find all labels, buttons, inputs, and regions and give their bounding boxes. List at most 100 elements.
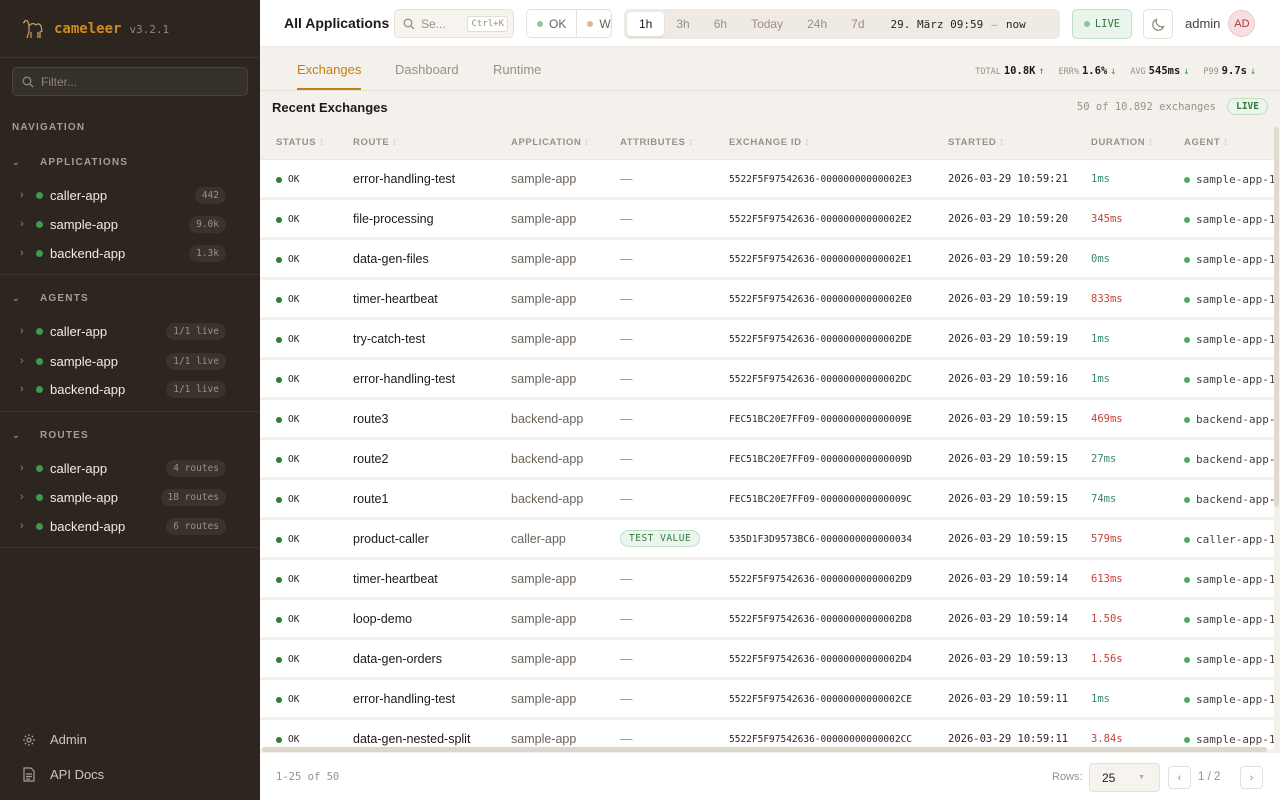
agent-cell[interactable]: caller-app-1 [1184,533,1274,546]
sidebar-filter-input[interactable]: Filter... [12,67,248,96]
exchange-id-cell[interactable]: FEC51BC20E7FF09-000000000000009D [729,454,913,465]
table-row[interactable]: OK loop-demo sample-app — 5522F5F97542636-00… [260,600,1274,640]
user-menu[interactable]: admin AD [1185,10,1256,37]
table-row[interactable]: OK error-handling-test sample-app — 5522F5F9… [260,360,1274,400]
exchange-id-cell[interactable]: 5522F5F97542636-00000000000002E3 [729,174,913,185]
agent-cell[interactable]: sample-app-1 [1184,213,1274,226]
route-cell[interactable]: route3 [353,412,389,426]
tab-exchanges[interactable]: Exchanges [297,62,362,90]
time-preset-24h[interactable]: 24h [807,17,828,31]
table-row[interactable]: OK error-handling-test sample-app — 5522F5F9… [260,160,1274,200]
agent-cell[interactable]: sample-app-1 [1184,613,1274,626]
sort-icon[interactable]: ↕ [688,137,694,148]
column-header-application[interactable]: APPLICATION ↕ [511,137,590,148]
agent-cell[interactable]: sample-app-1 [1184,293,1274,306]
sidebar-item-sample-app[interactable]: › sample-app 1/1 live [20,349,226,373]
sort-icon[interactable]: ↕ [584,137,590,148]
exchange-id-cell[interactable]: 5522F5F97542636-00000000000002CC [729,734,913,745]
sidebar-item-backend-app[interactable]: › backend-app 6 routes [20,514,226,538]
sidebar-section-agents[interactable]: ⌄ AGENTS [12,293,89,304]
column-header-started[interactable]: STARTED ↕ [948,137,1005,148]
sidebar-section-routes[interactable]: ⌄ ROUTES [12,430,89,441]
agent-cell[interactable]: sample-app-1 [1184,693,1274,706]
exchange-id-cell[interactable]: 535D1F3D9573BC6-0000000000000034 [729,534,913,545]
sort-icon[interactable]: ↕ [1223,137,1229,148]
agent-cell[interactable]: sample-app-1 [1184,253,1274,266]
route-cell[interactable]: product-caller [353,532,429,546]
column-header-attributes[interactable]: ATTRIBUTES ↕ [620,137,694,148]
sidebar-api-docs-link[interactable]: API Docs [22,767,104,782]
agent-cell[interactable]: backend-app- [1184,413,1274,426]
brand-logo[interactable]: cameleer v3.2.1 [20,14,169,44]
table-row[interactable]: OK route3 backend-app — FEC51BC20E7FF09-0000… [260,400,1274,440]
horizontal-scrollbar[interactable] [262,747,1267,752]
table-row[interactable]: OK data-gen-files sample-app — 5522F5F975426… [260,240,1274,280]
agent-cell[interactable]: sample-app-1 [1184,173,1274,186]
exchange-id-cell[interactable]: 5522F5F97542636-00000000000002CE [729,694,913,705]
route-cell[interactable]: timer-heartbeat [353,292,438,306]
tab-dashboard[interactable]: Dashboard [395,62,459,77]
exchange-id-cell[interactable]: FEC51BC20E7FF09-000000000000009E [729,414,913,425]
theme-toggle-button[interactable] [1143,9,1173,39]
column-header-status[interactable]: STATUS ↕ [276,137,325,148]
time-preset-today[interactable]: Today [751,17,784,31]
sort-icon[interactable]: ↕ [319,137,325,148]
table-row[interactable]: OK try-catch-test sample-app — 5522F5F975426… [260,320,1274,360]
exchange-id-cell[interactable]: 5522F5F97542636-00000000000002D8 [729,614,913,625]
table-row[interactable]: OK file-processing sample-app — 5522F5F97542… [260,200,1274,240]
sidebar-admin-link[interactable]: Admin [22,732,87,747]
column-header-duration[interactable]: DURATION ↕ [1091,137,1154,148]
exchange-id-cell[interactable]: 5522F5F97542636-00000000000002D9 [729,574,913,585]
time-range-display[interactable]: 29. März 09:59 — now [891,18,1026,31]
sidebar-item-sample-app[interactable]: › sample-app 9.0k [20,212,226,236]
route-cell[interactable]: error-handling-test [353,372,456,386]
agent-cell[interactable]: sample-app-1 [1184,653,1274,666]
route-cell[interactable]: loop-demo [353,612,413,626]
sidebar-item-caller-app[interactable]: › caller-app 1/1 live [20,319,226,343]
exchange-id-cell[interactable]: 5522F5F97542636-00000000000002E0 [729,294,913,305]
exchange-id-cell[interactable]: 5522F5F97542636-00000000000002DE [729,334,913,345]
tab-runtime[interactable]: Runtime [493,62,542,77]
exchange-id-cell[interactable]: 5522F5F97542636-00000000000002DC [729,374,913,385]
route-cell[interactable]: route2 [353,452,389,466]
table-row[interactable]: OK route2 backend-app — FEC51BC20E7FF09-0000… [260,440,1274,480]
sort-icon[interactable]: ↕ [1148,137,1154,148]
prev-page-button[interactable]: ‹ [1168,766,1191,789]
live-toggle[interactable]: LIVE [1072,9,1132,39]
route-cell[interactable]: file-processing [353,212,434,226]
time-preset-1h[interactable]: 1h [627,12,665,36]
agent-cell[interactable]: backend-app- [1184,453,1274,466]
vertical-scrollbar[interactable] [1274,127,1279,507]
sidebar-item-backend-app[interactable]: › backend-app 1/1 live [20,377,226,401]
sidebar-item-backend-app[interactable]: › backend-app 1.3k [20,241,226,265]
table-row[interactable]: OK error-handling-test sample-app — 5522F5F9… [260,680,1274,720]
table-row[interactable]: OK data-gen-orders sample-app — 5522F5F97542… [260,640,1274,680]
route-cell[interactable]: try-catch-test [353,332,426,346]
time-preset-6h[interactable]: 6h [713,17,728,31]
agent-cell[interactable]: sample-app-1 [1184,573,1274,586]
sort-icon[interactable]: ↕ [999,137,1005,148]
agent-cell[interactable]: sample-app-1 [1184,733,1274,746]
time-preset-7d[interactable]: 7d [851,17,865,31]
status-filter-ok[interactable]: OK [527,10,578,37]
route-cell[interactable]: data-gen-files [353,252,429,266]
sidebar-item-caller-app[interactable]: › caller-app 442 [20,183,226,207]
route-cell[interactable]: route1 [353,492,389,506]
exchange-id-cell[interactable]: 5522F5F97542636-00000000000002D4 [729,654,913,665]
sidebar-item-caller-app[interactable]: › caller-app 4 routes [20,456,226,480]
exchange-id-cell[interactable]: 5522F5F97542636-00000000000002E2 [729,214,913,225]
search-input[interactable]: Se... Ctrl+K [394,9,514,38]
table-row[interactable]: OK timer-heartbeat sample-app — 5522F5F97542… [260,280,1274,320]
next-page-button[interactable]: › [1240,766,1263,789]
route-cell[interactable]: error-handling-test [353,172,456,186]
agent-cell[interactable]: sample-app-1 [1184,333,1274,346]
sidebar-item-sample-app[interactable]: › sample-app 18 routes [20,485,226,509]
table-row[interactable]: OK route1 backend-app — FEC51BC20E7FF09-0000… [260,480,1274,520]
agent-cell[interactable]: backend-app- [1184,493,1274,506]
table-row[interactable]: OK timer-heartbeat sample-app — 5522F5F97542… [260,560,1274,600]
table-row[interactable]: OK product-caller caller-app TEST VALUE 535D… [260,520,1274,560]
sidebar-section-applications[interactable]: ⌄ APPLICATIONS [12,157,128,168]
time-preset-3h[interactable]: 3h [676,17,690,31]
route-cell[interactable]: timer-heartbeat [353,572,438,586]
sort-icon[interactable]: ↕ [392,137,398,148]
